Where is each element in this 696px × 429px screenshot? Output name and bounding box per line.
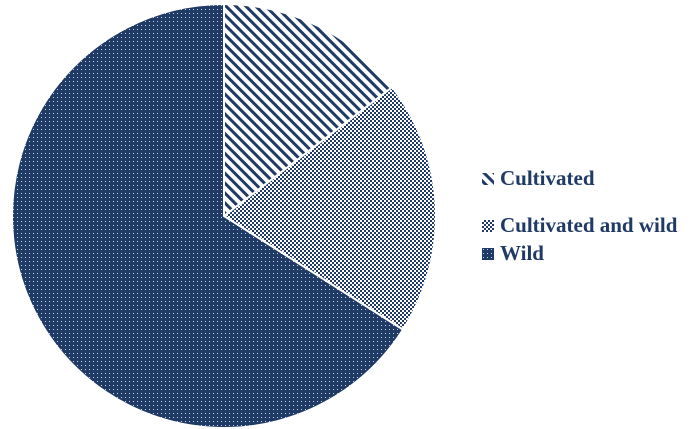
legend-item-wild: Wild [482,240,696,266]
legend: Cultivated Cultivated and wild Wild [482,165,696,287]
legend-swatch-cultivated [482,173,494,185]
pie-slice-cultivated-and-wild [222,85,437,331]
legend-item-cultivated: Cultivated [482,165,696,191]
legend-label-cultivated-and-wild: Cultivated and wild [500,213,678,237]
pie-slice-cultivated [223,2,394,219]
legend-item-cultivated-and-wild: Cultivated and wild [482,212,696,238]
legend-swatch-cultivated-and-wild [482,220,494,232]
legend-swatch-wild [482,248,494,260]
pie-slice-wild [11,2,405,429]
legend-label-cultivated: Cultivated [500,166,595,190]
pie-slices [11,2,437,429]
legend-label-wild: Wild [500,241,544,265]
